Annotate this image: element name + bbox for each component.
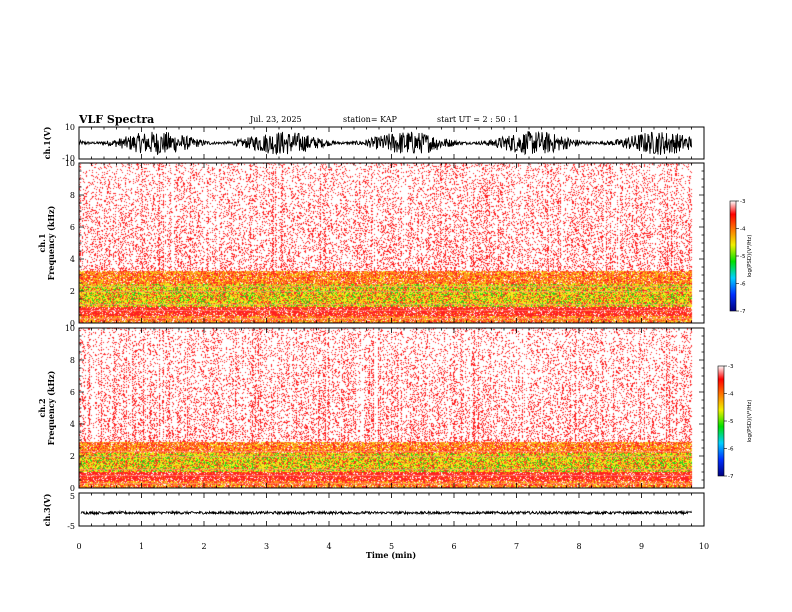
frequency-tick-label: 4 bbox=[70, 420, 75, 429]
time-tick-marks bbox=[78, 493, 705, 526]
ch1-waveform-line bbox=[79, 130, 692, 156]
colorbar-tick-label: -6 bbox=[740, 282, 746, 288]
time-tick-label: 6 bbox=[451, 542, 456, 551]
ch2-spectrogram-image bbox=[79, 328, 704, 488]
ch1-spectrogram-ticks bbox=[78, 163, 705, 323]
frequency-tick-label: 8 bbox=[70, 356, 75, 365]
colorbar-tick-label: -6 bbox=[728, 447, 734, 453]
ch1-freq-tick-labels: 0 2 4 6 8 10 bbox=[65, 159, 704, 328]
frequency-tick-label: 4 bbox=[70, 255, 75, 264]
ch2-colorbar bbox=[717, 365, 725, 477]
ch3-waveform-ticks bbox=[78, 493, 705, 526]
ch1-spec-ylabel-channel: ch.1 bbox=[37, 233, 47, 252]
time-tick-label: 7 bbox=[514, 542, 519, 551]
start-time-label: start UT = 2 : 50 : 1 bbox=[437, 115, 518, 124]
time-axis-label: Time (min) bbox=[366, 550, 416, 560]
ch1-ylabel: ch.1(V) bbox=[42, 126, 52, 159]
time-tick-label: 9 bbox=[639, 542, 644, 551]
colorbar-tick-label: -4 bbox=[740, 227, 746, 233]
ch1-colorbar bbox=[729, 200, 737, 312]
ch3-waveform-line bbox=[80, 509, 692, 516]
frequency-tick-label: 0 bbox=[70, 319, 75, 328]
colorbar-tick-label: -5 bbox=[728, 419, 734, 425]
time-tick-label: 2 bbox=[201, 542, 206, 551]
ch3-ylabel: ch.3(V) bbox=[42, 493, 52, 526]
frequency-tick-label: 6 bbox=[70, 223, 75, 232]
ch2-colorbar-label: log(PSD)(V²/Hz) bbox=[746, 400, 753, 443]
ch1-waveform-ticks bbox=[78, 127, 705, 159]
frequency-tick-label: 2 bbox=[70, 452, 75, 461]
ch3-waveform-panel: 5 -5 ch.3(V) bbox=[42, 492, 705, 531]
frequency-tick-label: 2 bbox=[70, 287, 75, 296]
ch2-spectrogram-ticks bbox=[78, 328, 705, 488]
colorbar-tick-label: -7 bbox=[728, 474, 734, 480]
time-tick-label: 8 bbox=[576, 542, 581, 551]
frequency-tick-label: 10 bbox=[65, 159, 75, 168]
time-tick-label: 4 bbox=[326, 542, 331, 551]
frequency-tick-label: 6 bbox=[70, 388, 75, 397]
time-tick-marks bbox=[78, 127, 705, 159]
frequency-tick-marks bbox=[79, 162, 704, 324]
date-label: Jul. 23, 2025 bbox=[249, 115, 302, 124]
time-tick-label: 10 bbox=[699, 542, 709, 551]
ch1-spectrogram-image bbox=[79, 163, 704, 323]
colorbar-tick-label: -4 bbox=[728, 392, 734, 398]
time-tick-label: 5 bbox=[389, 542, 394, 551]
colorbar-tick-label: -3 bbox=[728, 364, 734, 370]
figure-title: VLF Spectra bbox=[78, 113, 154, 126]
ch2-spec-ylabel-channel: ch.2 bbox=[37, 398, 47, 417]
time-axis-tick-labels: 0 1 2 3 4 5 6 7 8 9 10 bbox=[76, 542, 709, 551]
ch3-ytick-bottom: -5 bbox=[67, 522, 75, 531]
colorbar-tick-label: -5 bbox=[740, 254, 746, 260]
colorbar-tick-label: -3 bbox=[740, 199, 746, 205]
ch3-ytick-top: 5 bbox=[70, 492, 75, 501]
time-tick-marks bbox=[78, 163, 705, 323]
time-tick-label: 0 bbox=[76, 542, 81, 551]
frequency-tick-label: 0 bbox=[70, 484, 75, 493]
frequency-tick-marks bbox=[79, 327, 704, 489]
time-tick-label: 3 bbox=[264, 542, 269, 551]
station-label: station= KAP bbox=[343, 115, 398, 124]
ch2-colorbar-ticks: -3 -4 -5 -6 -7 bbox=[724, 364, 734, 480]
ch1-colorbar-label: log(PSD)(V²/Hz) bbox=[746, 235, 753, 278]
time-tick-marks bbox=[78, 328, 705, 488]
ch1-colorbar-ticks: -3 -4 -5 -6 -7 bbox=[736, 199, 746, 315]
ch1-ytick-top: 10 bbox=[65, 123, 75, 132]
colorbar-tick-label: -7 bbox=[740, 309, 746, 315]
ch2-spec-ylabel-freq: Frequency (kHz) bbox=[46, 370, 56, 445]
ch1-waveform-panel: 10 -10 ch.1(V) bbox=[42, 123, 705, 163]
ch2-freq-tick-labels: 0 2 4 6 8 10 bbox=[65, 324, 704, 493]
ch1-ytick-bottom: -10 bbox=[62, 154, 75, 163]
time-tick-label: 1 bbox=[139, 542, 144, 551]
frequency-tick-label: 10 bbox=[65, 324, 75, 333]
frequency-tick-label: 8 bbox=[70, 191, 75, 200]
ch1-spec-ylabel-freq: Frequency (kHz) bbox=[46, 205, 56, 280]
